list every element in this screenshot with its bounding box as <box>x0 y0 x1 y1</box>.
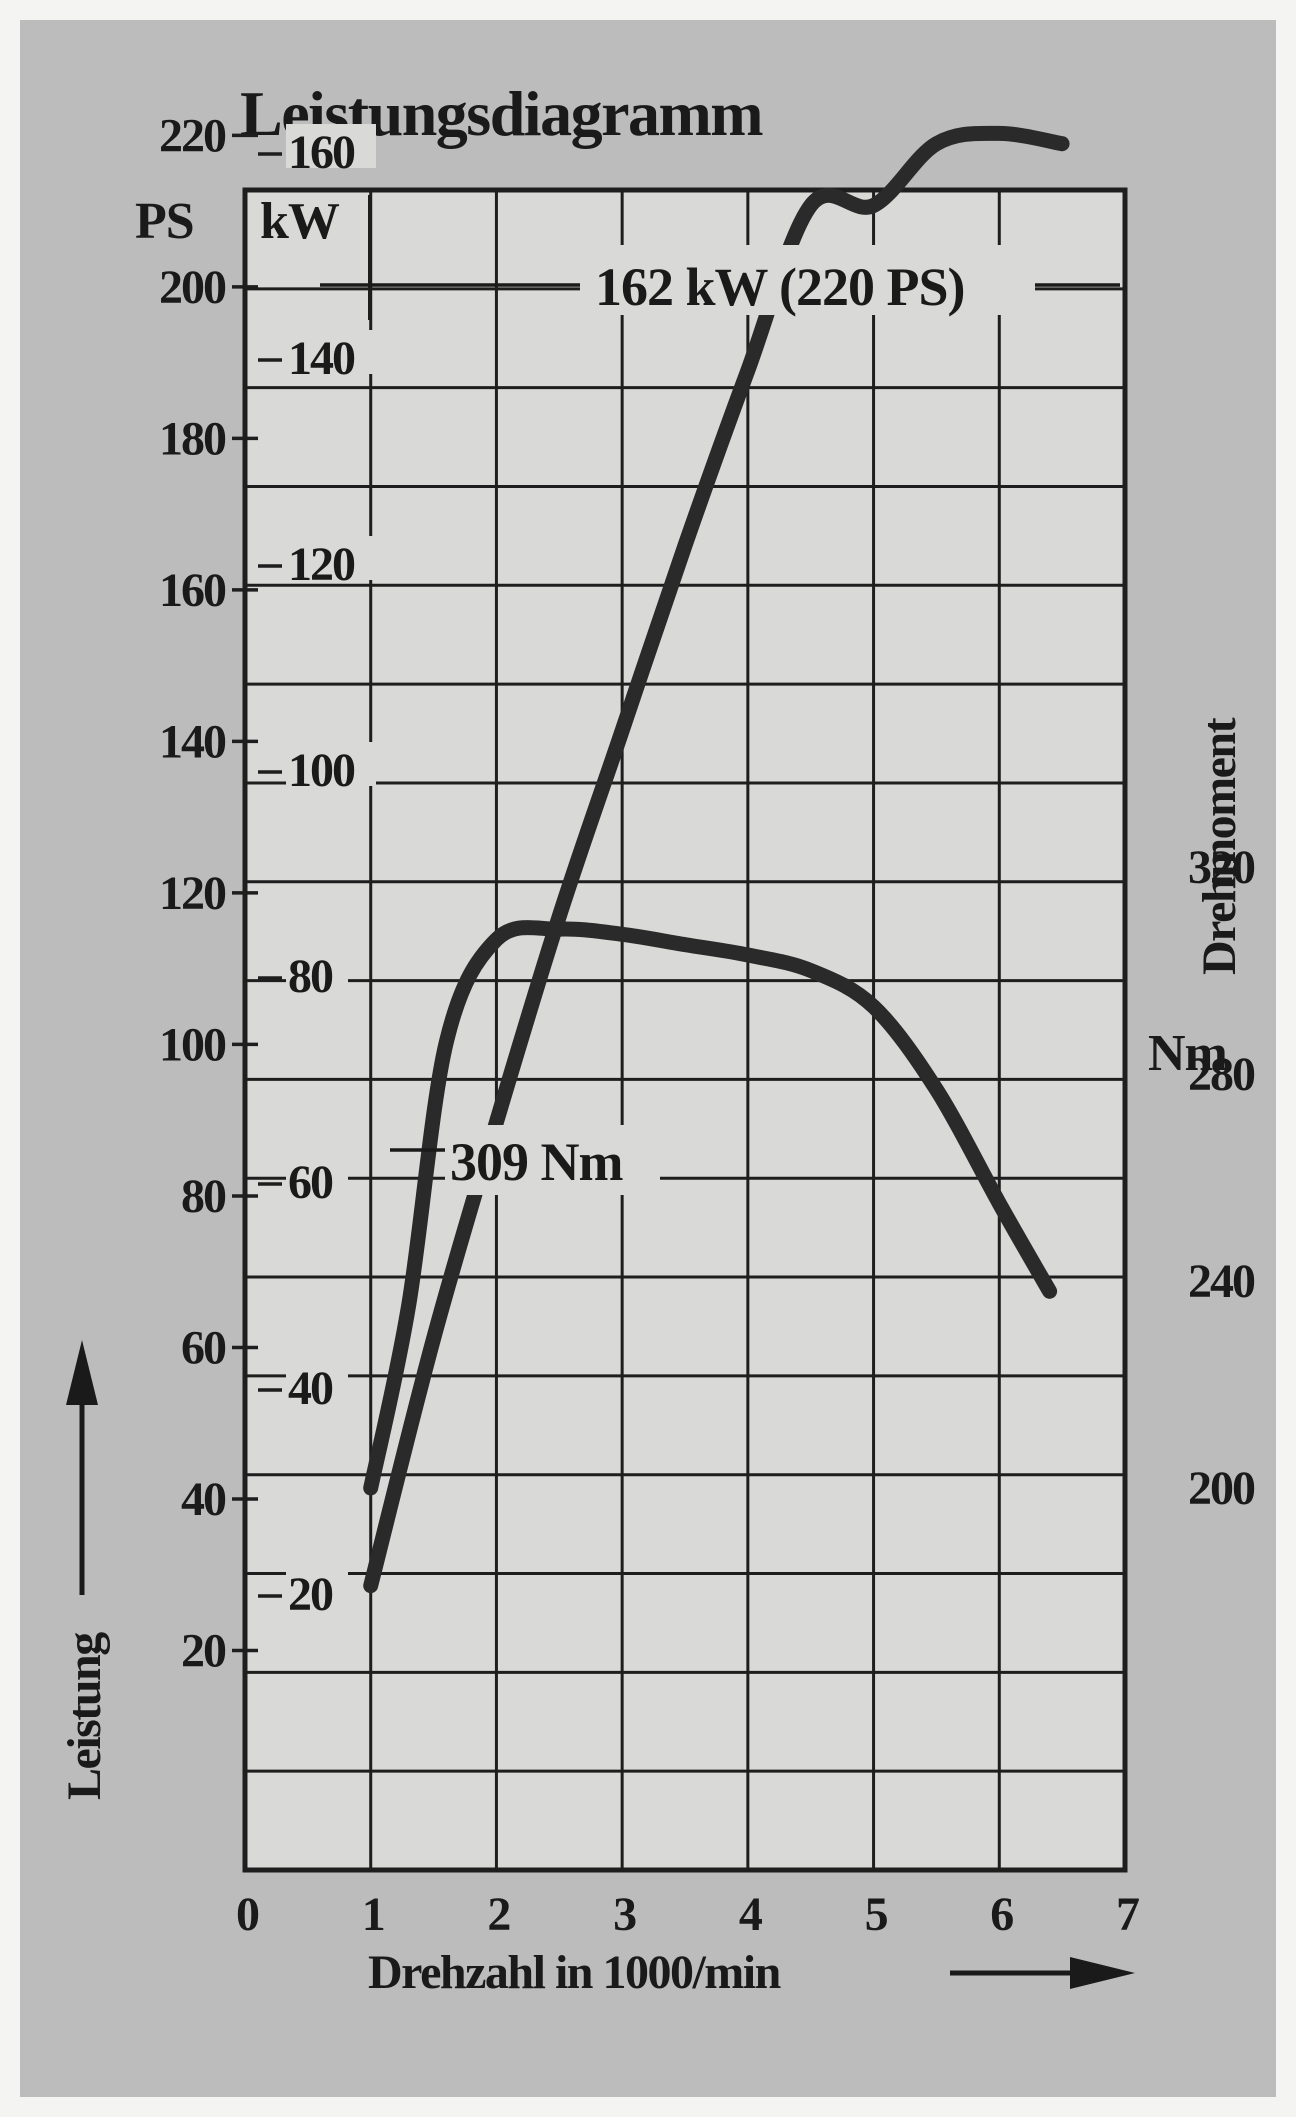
ps-tick-label: 120 <box>159 867 226 920</box>
peak-power-annotation: 162 kW (220 PS) <box>320 245 1120 317</box>
ps-tick-label: 20 <box>181 1624 226 1677</box>
ps-tick-label: 40 <box>181 1473 226 1526</box>
x-axis-label: Drehzahl in 1000/min <box>368 1946 781 1999</box>
kw-tick-label: 80 <box>288 950 333 1003</box>
ps-tick-label: 160 <box>159 564 226 617</box>
kw-tick-label: 100 <box>288 744 355 797</box>
x-tick-label: 4 <box>739 1888 763 1941</box>
right-arrow-icon <box>950 1957 1135 1989</box>
x-tick-label: 0 <box>236 1888 259 1941</box>
nm-unit-label: Nm <box>1148 1025 1228 1082</box>
kw-tick-label: 40 <box>288 1362 333 1415</box>
peak-torque-annotation: 309 Nm <box>390 1125 660 1195</box>
y-axis-label: Leistung <box>58 1632 111 1800</box>
kw-tick-background <box>286 330 376 374</box>
nm-tick-label: 240 <box>1188 1255 1255 1308</box>
up-arrow-icon <box>66 1340 98 1595</box>
x-axis: 0 1 2 3 4 5 6 7 <box>236 1888 1141 1941</box>
ps-tick-label: 140 <box>159 715 226 768</box>
torque-curve <box>363 920 1058 1496</box>
x-tick-label: 1 <box>362 1888 384 1941</box>
kw-tick-background <box>286 1360 348 1404</box>
curves <box>363 125 1070 1594</box>
ps-tick-label: 100 <box>159 1018 226 1071</box>
kw-tick-background <box>286 948 348 992</box>
peak-power-label: 162 kW (220 PS) <box>595 257 965 317</box>
ps-tick-label: 180 <box>159 412 226 465</box>
kw-unit-label: kW <box>260 193 340 250</box>
ps-unit-label: PS <box>135 193 194 250</box>
ps-tick-label: 80 <box>181 1170 226 1223</box>
performance-chart: Leistungsdiagramm 2040608010012014016018… <box>20 20 1276 2097</box>
grid <box>242 187 1128 1873</box>
peak-torque-label: 309 Nm <box>450 1132 623 1192</box>
ps-tick-label: 200 <box>159 261 226 314</box>
power-curve <box>363 125 1070 1594</box>
kw-tick-label: 160 <box>288 126 355 179</box>
kw-tick-label: 120 <box>288 538 355 591</box>
kw-tick-background <box>286 536 376 580</box>
kw-tick-background <box>286 742 376 786</box>
x-tick-label: 3 <box>613 1888 636 1941</box>
left-axis: 20 40 60 80 100 120 140 160 180 200 220 20 40 60 80 100… <box>159 109 376 1870</box>
right-axis: 200 240 280 320 <box>1188 841 1257 1515</box>
x-tick-label: 2 <box>487 1888 509 1941</box>
nm-tick-label: 280 <box>1188 1048 1255 1101</box>
kw-tick-background <box>286 1154 348 1198</box>
performance-diagram: Leistungsdiagramm 20 40 60 80 100 120 140 160 18… <box>20 20 1276 2097</box>
x-tick-label: 7 <box>1116 1888 1139 1941</box>
plot-area <box>245 190 1125 1870</box>
x-tick-label: 5 <box>865 1888 888 1941</box>
kw-tick-label: 140 <box>288 332 355 385</box>
ps-tick-label: 60 <box>181 1321 226 1374</box>
nm-tick-label: 320 <box>1188 841 1255 894</box>
kw-tick-background <box>286 124 376 168</box>
kw-tick-label: 60 <box>288 1156 333 1209</box>
x-tick-label: 6 <box>990 1888 1013 1941</box>
kw-tick-label: 20 <box>288 1568 333 1621</box>
nm-tick-label: 200 <box>1188 1462 1255 1515</box>
y2-axis-label: Drehmoment <box>1193 717 1246 975</box>
ps-tick-label: 220 <box>159 109 226 162</box>
kw-tick-background <box>286 1566 348 1610</box>
